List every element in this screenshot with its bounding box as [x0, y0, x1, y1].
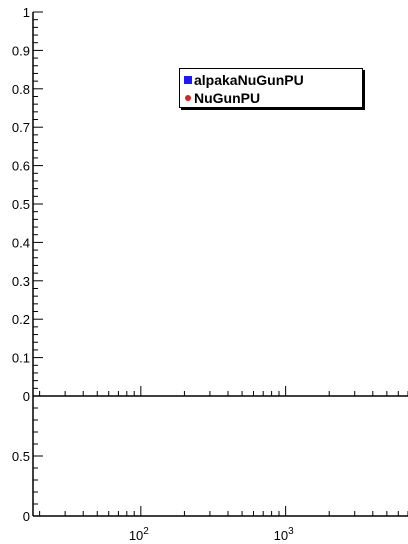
- upper-y-tick-label: 0.5: [12, 197, 30, 212]
- upper-y-tick-label: 1: [23, 5, 30, 20]
- upper-y-tick-label: 0.9: [12, 43, 30, 58]
- square-marker-icon: [184, 76, 192, 84]
- upper-y-tick-label: 0.3: [12, 274, 30, 289]
- x-tick-label: 103: [274, 526, 294, 543]
- lower-y-tick-label: 0.5: [12, 449, 30, 464]
- upper-y-tick-label: 0.7: [12, 120, 30, 135]
- legend-label: alpakaNuGunPU: [194, 72, 304, 88]
- legend-item-alpakaNuGunPU: alpakaNuGunPU: [180, 71, 304, 89]
- circle-marker-icon: [185, 95, 191, 101]
- upper-y-tick-label: 0.6: [12, 159, 30, 174]
- legend-label: NuGunPU: [194, 90, 261, 106]
- legend-item-NuGunPU: NuGunPU: [180, 89, 260, 107]
- lower-y-tick-label: 0: [23, 509, 30, 524]
- upper-y-tick-label: 0.4: [12, 235, 30, 250]
- upper-panel: 0 0.1 0.2 0.3 0.4 0.5 0.6 0.7 0.8 0.9 1: [12, 5, 408, 404]
- upper-y-tick-label: 0: [23, 389, 30, 404]
- legend: alpakaNuGunPU NuGunPU: [179, 68, 363, 108]
- upper-y-tick-label: 0.1: [12, 351, 30, 366]
- upper-y-tick-label: 0.2: [12, 312, 30, 327]
- lower-panel: 0 0.5 102 103: [12, 395, 408, 543]
- x-tick-label: 102: [129, 526, 149, 543]
- upper-y-tick-label: 0.8: [12, 82, 30, 97]
